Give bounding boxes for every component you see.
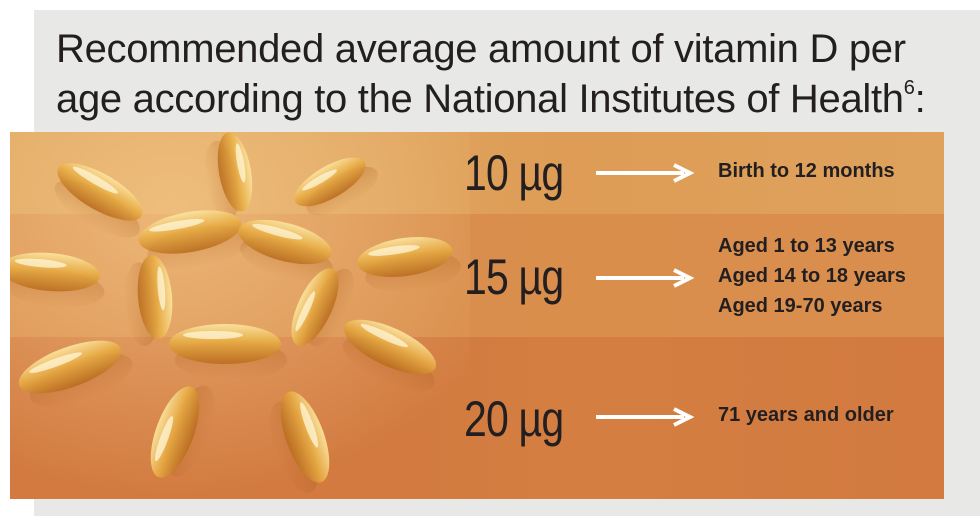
dosage-infographic: 10 µg Birth to 12 months 15 µg Aged 1 to… xyxy=(10,132,944,499)
age-range: Aged 1 to 13 years xyxy=(718,235,895,257)
arrow-right-icon xyxy=(596,268,695,288)
age-range-list: Aged 1 to 13 years Aged 14 to 18 years A… xyxy=(718,231,906,321)
photo-overlay xyxy=(10,132,944,499)
dosage-amount: 20 µg xyxy=(464,391,564,447)
age-range: 71 years and older xyxy=(718,404,894,426)
dosage-row-3: 20 µg 71 years and older xyxy=(450,337,940,499)
age-range-list: Birth to 12 months xyxy=(718,156,895,186)
arrow-right-icon xyxy=(596,163,695,183)
arrow-right-icon xyxy=(596,407,695,427)
age-range: Birth to 12 months xyxy=(718,160,895,182)
age-range: Aged 14 to 18 years xyxy=(718,265,906,287)
age-range-list: 71 years and older xyxy=(718,400,894,430)
title-footnote: 6 xyxy=(903,77,915,99)
capsule-group xyxy=(10,132,461,493)
title-text: Recommended average amount of vitamin D … xyxy=(56,27,906,121)
dosage-row-1: 10 µg Birth to 12 months xyxy=(450,132,940,214)
title-suffix: : xyxy=(914,77,926,121)
age-range: Aged 19-70 years xyxy=(718,295,883,317)
dosage-amount: 10 µg xyxy=(464,145,564,201)
page-title: Recommended average amount of vitamin D … xyxy=(56,24,936,124)
capsules-photo xyxy=(10,132,470,499)
dosage-amount: 15 µg xyxy=(464,249,564,305)
dosage-row-2: 15 µg Aged 1 to 13 years Aged 14 to 18 y… xyxy=(450,214,940,337)
